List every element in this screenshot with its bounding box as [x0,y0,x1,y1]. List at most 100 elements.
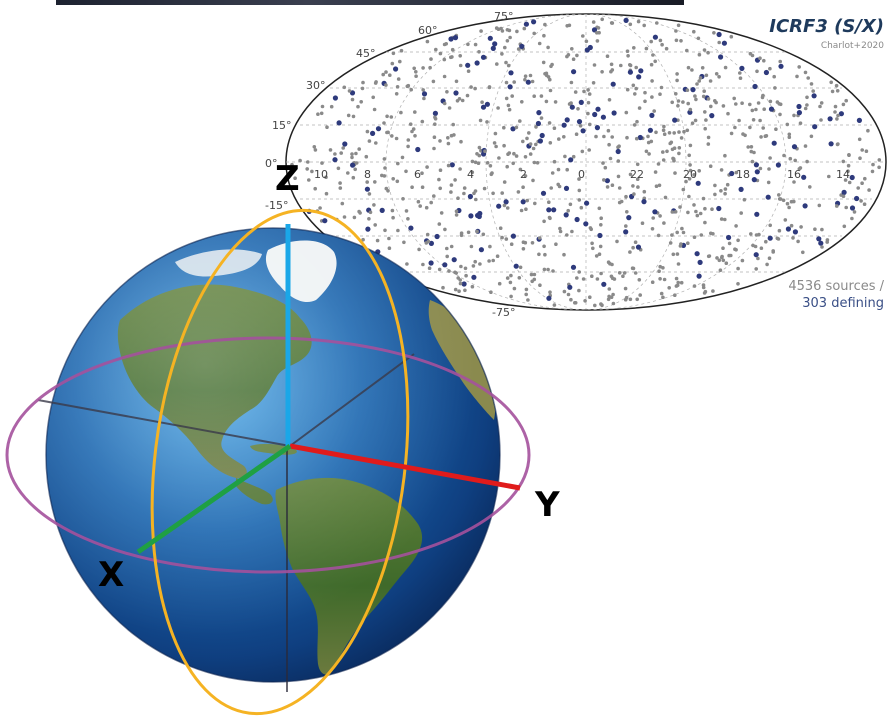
source-dot [532,277,537,282]
source-dot [723,187,728,191]
source-dot [350,97,355,102]
source-dot [474,197,478,202]
source-dot [340,201,345,206]
source-dot [833,104,838,109]
defining-source-dot [849,205,856,211]
defining-source-dot [672,117,678,123]
source-dot [428,65,432,70]
source-dot [512,80,516,84]
source-dot [656,233,661,238]
source-dot [542,219,546,224]
source-dot [667,131,672,135]
source-dot [313,148,318,152]
source-dot [679,39,683,43]
source-dot [703,289,708,294]
source-dot [616,174,621,179]
source-dot [584,39,589,44]
source-dot [399,110,403,115]
source-dot [445,90,449,94]
defining-source-dot [768,106,775,112]
source-dot [347,89,352,93]
defining-source-dot [531,19,537,25]
sky-map-ra-labels: 10 8 6 4 2 0 22 20 18 16 14 [314,168,850,181]
source-dot [507,107,512,112]
defining-source-dot [791,144,798,150]
source-dot [654,184,659,188]
source-dot [580,149,585,154]
source-dot [439,211,444,215]
source-dot [719,168,724,172]
source-dot [290,162,294,167]
source-dot [797,65,801,69]
defining-source-dot [638,68,644,74]
source-dot [724,261,729,266]
source-dot [471,264,476,268]
source-dot [581,277,586,281]
source-dot [557,137,561,141]
source-dot [458,278,463,282]
source-dot [661,266,665,270]
source-dot [425,39,430,44]
source-dot [761,126,765,130]
source-dot [490,171,494,175]
source-dot [341,146,346,150]
defining-source-dot [729,170,735,177]
source-dot [454,271,459,275]
source-dot [694,209,698,214]
source-dot [751,243,755,248]
defining-source-dot [721,40,728,46]
source-dot [805,95,809,100]
source-dot [492,141,497,145]
source-dot [877,158,882,162]
source-dot [514,125,519,130]
source-dot [609,62,614,67]
defining-source-dot [591,27,598,33]
source-dot [346,113,351,118]
source-dot [801,250,805,255]
defining-source-dot [525,79,531,85]
source-dot [350,152,354,156]
source-dot [537,236,542,240]
source-dot [333,152,337,156]
source-dot [703,126,707,131]
source-dot [681,100,685,104]
source-dot [617,200,622,205]
source-dot [590,274,594,279]
source-dot [357,209,361,214]
source-dot [602,178,606,182]
source-dot [466,42,470,47]
source-dot [524,207,528,211]
defining-source-dot [626,215,632,221]
source-dot [383,228,387,233]
source-dot [597,252,602,256]
source-dot [623,297,628,302]
source-dot [797,167,802,171]
source-dot [470,170,475,175]
defining-source-dot [775,162,782,168]
source-dot [659,85,664,90]
source-dot [820,227,824,232]
source-dot [736,266,740,271]
source-dot [505,39,510,43]
source-dot [677,130,681,134]
source-dot [554,242,558,246]
source-dot [721,104,726,108]
source-dot [350,155,354,160]
defining-source-dot [569,104,575,110]
source-dot [738,71,742,75]
source-dot [310,169,314,174]
defining-source-dot [546,295,552,301]
source-dot [528,73,533,78]
source-dot [562,252,566,257]
source-dot [843,178,848,182]
source-dot [830,89,835,94]
source-dot [518,167,523,172]
source-dot [339,151,344,155]
source-dot [763,134,768,138]
source-dot [367,139,372,143]
source-dot [525,198,529,203]
source-dot [799,225,803,229]
defining-source-dot [716,31,722,38]
source-dot [500,52,504,56]
source-dot [811,89,815,93]
